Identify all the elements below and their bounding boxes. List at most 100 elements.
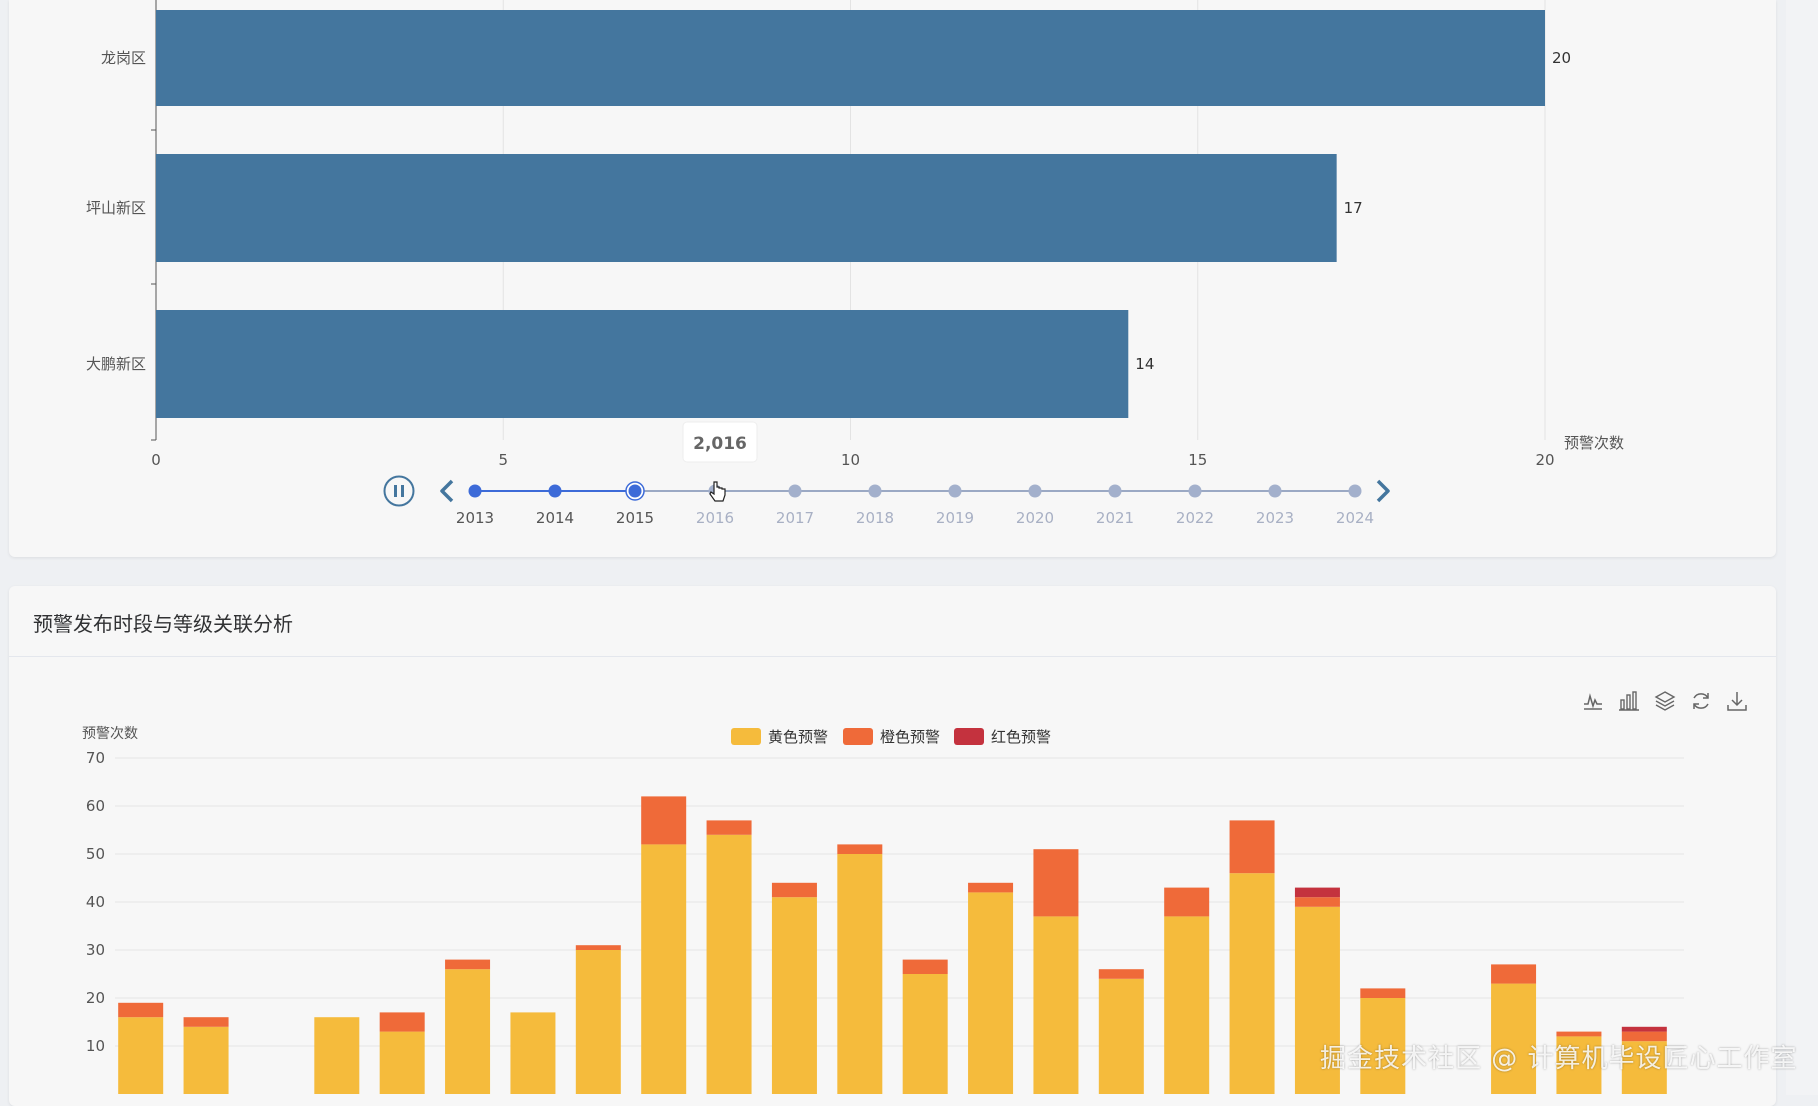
timeline-year-label[interactable]: 2020	[1016, 509, 1054, 527]
bar-segment[interactable]	[1556, 1036, 1602, 1094]
bar-segment[interactable]	[1098, 978, 1144, 1094]
timeline-year-label[interactable]: 2023	[1256, 509, 1294, 527]
bar-segment[interactable]	[314, 1017, 360, 1094]
bar-segment[interactable]	[902, 974, 948, 1094]
timeline-dot[interactable]	[868, 484, 882, 498]
bar-segment[interactable]	[575, 945, 621, 950]
bar-segment[interactable]	[1491, 983, 1537, 1094]
timeline-year-label[interactable]: 2016	[696, 509, 734, 527]
bar-segment[interactable]	[575, 950, 621, 1094]
bar-segment[interactable]	[1033, 916, 1079, 1094]
timeline-year-label[interactable]: 2022	[1176, 509, 1214, 527]
legend-label[interactable]: 黄色预警	[768, 728, 828, 746]
bar-segment[interactable]	[183, 1017, 229, 1027]
timeline-dot[interactable]	[1028, 484, 1042, 498]
pause-button[interactable]	[383, 475, 415, 507]
legend-swatch[interactable]	[731, 728, 761, 745]
bar[interactable]	[156, 10, 1545, 106]
next-arrow-icon[interactable]	[1376, 479, 1390, 503]
bar-segment[interactable]	[641, 796, 687, 845]
bar-segment[interactable]	[1229, 820, 1275, 874]
restore-icon[interactable]	[1690, 690, 1712, 712]
bar-segment[interactable]	[1033, 849, 1079, 917]
bar-segment[interactable]	[1294, 887, 1340, 898]
bar-segment[interactable]	[445, 969, 491, 1094]
bar-chart-icon[interactable]	[1618, 690, 1640, 712]
y-tick-label: 10	[86, 1037, 105, 1055]
timeline-dot[interactable]	[788, 484, 802, 498]
bar-segment[interactable]	[1164, 887, 1210, 917]
timeline-dot[interactable]	[628, 484, 642, 498]
timeline-year-label[interactable]: 2017	[776, 509, 814, 527]
bar-segment[interactable]	[183, 1026, 229, 1094]
bar-segment[interactable]	[968, 892, 1014, 1094]
prev-arrow-icon[interactable]	[440, 479, 454, 503]
bar-segment[interactable]	[445, 959, 491, 970]
y-tick-label: 坪山新区	[86, 199, 146, 217]
bar-segment[interactable]	[1556, 1031, 1602, 1037]
district-warning-card: 龙岗区 20 坪山新区 17 大鹏新区 14 0 5 10 15 20 预警次数 2013 2014 201…	[9, 0, 1776, 557]
bar-segment[interactable]	[641, 844, 687, 1094]
bar-segment[interactable]	[771, 897, 817, 1094]
bar-segment[interactable]	[1229, 873, 1275, 1094]
bar-segment[interactable]	[118, 1002, 164, 1018]
hand-cursor-icon	[709, 481, 726, 502]
timeline-year-label[interactable]: 2024	[1336, 509, 1374, 527]
bar-segment[interactable]	[902, 959, 948, 974]
bar-segment[interactable]	[379, 1012, 425, 1032]
bar[interactable]	[156, 154, 1337, 262]
timeline-dot[interactable]	[1348, 484, 1362, 498]
timeline-dot[interactable]	[948, 484, 962, 498]
bar-segment[interactable]	[1360, 998, 1406, 1094]
pause-icon	[401, 485, 404, 497]
bar[interactable]	[156, 310, 1129, 418]
bar-segment[interactable]	[1294, 906, 1340, 1094]
line-chart-icon[interactable]	[1582, 690, 1604, 712]
bar-segment[interactable]	[1621, 1026, 1667, 1032]
timeline-dot[interactable]	[468, 484, 482, 498]
bar-segment[interactable]	[1098, 969, 1144, 979]
stacked-bar-chart: 70 60 50 40 30 20 10 预警次数 黄色预警 橙色预警 红色预警	[82, 726, 1684, 1094]
bar-segment[interactable]	[837, 854, 883, 1094]
bar-segment[interactable]	[1360, 988, 1406, 998]
bar-segment[interactable]	[510, 1012, 556, 1094]
legend-swatch[interactable]	[843, 728, 873, 745]
x-tick-label: 20	[1535, 451, 1554, 469]
stack-icon[interactable]	[1654, 690, 1676, 712]
pause-icon	[394, 485, 397, 497]
timeline-dot[interactable]	[548, 484, 562, 498]
bar-segment[interactable]	[706, 834, 752, 1094]
download-icon[interactable]	[1726, 690, 1748, 712]
timeline-year-label[interactable]: 2014	[536, 509, 574, 527]
timeline-year-label[interactable]: 2019	[936, 509, 974, 527]
chart-toolbox	[1582, 690, 1748, 712]
scrollbar-track[interactable]	[1786, 0, 1818, 1095]
bar-segment[interactable]	[1164, 916, 1210, 1094]
bar-segment[interactable]	[706, 820, 752, 835]
y-tick-label: 40	[86, 893, 105, 911]
bar-segment[interactable]	[379, 1031, 425, 1094]
timeline-tooltip-box	[682, 421, 758, 463]
legend-label[interactable]: 红色预警	[991, 728, 1051, 746]
bar-segment[interactable]	[771, 882, 817, 898]
bar-segment[interactable]	[1621, 1031, 1667, 1042]
bar-segment[interactable]	[968, 882, 1014, 893]
timeline-dot[interactable]	[1108, 484, 1122, 498]
bar-segment[interactable]	[1294, 897, 1340, 907]
timeline-dot[interactable]	[1268, 484, 1282, 498]
timeline-year-label[interactable]: 2015	[616, 509, 654, 527]
legend-label[interactable]: 橙色预警	[880, 728, 940, 746]
timeline-year-label[interactable]: 2013	[456, 509, 494, 527]
legend-swatch[interactable]	[954, 728, 984, 745]
bar-segment[interactable]	[1491, 964, 1537, 984]
timeline-year-label[interactable]: 2021	[1096, 509, 1134, 527]
y-tick-label: 70	[86, 749, 105, 767]
timeline-year-label[interactable]: 2018	[856, 509, 894, 527]
bar-segment[interactable]	[118, 1017, 164, 1094]
bar-segment[interactable]	[837, 844, 883, 854]
x-tick-label: 10	[841, 451, 860, 469]
timeline-dot[interactable]	[1188, 484, 1202, 498]
card-title: 预警发布时段与等级关联分析	[33, 612, 293, 636]
y-tick-label: 大鹏新区	[86, 355, 146, 373]
bar-segment[interactable]	[1621, 1041, 1667, 1094]
